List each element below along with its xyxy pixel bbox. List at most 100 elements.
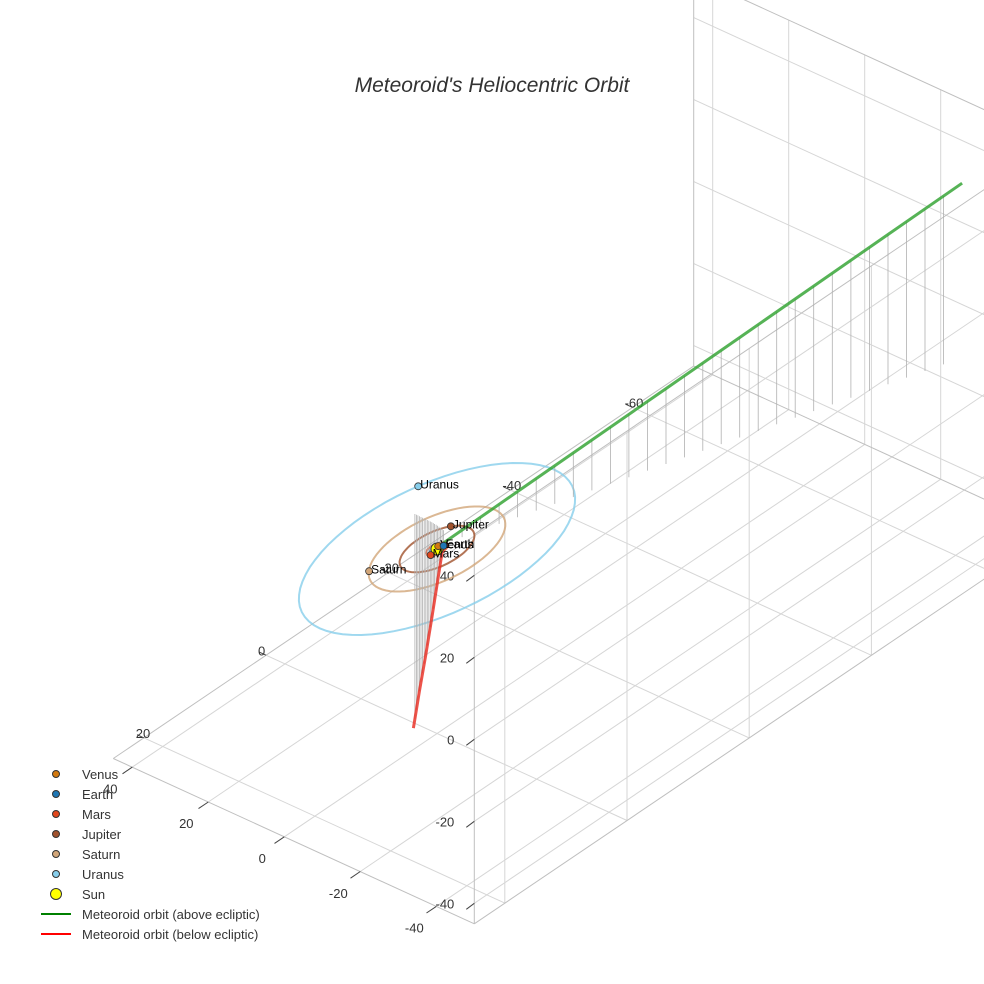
grid-box-edge xyxy=(474,189,984,535)
x-axis-tick-label: 40 xyxy=(103,781,117,796)
legend-dot-icon xyxy=(52,810,60,818)
grid-line-floor-x xyxy=(436,535,984,907)
planet-label-venus: Venus xyxy=(440,537,473,551)
legend-line-swatch xyxy=(38,924,74,944)
y-axis-tick-mark xyxy=(625,403,633,408)
legend-item[interactable]: Sun xyxy=(38,884,260,904)
legend-label: Meteoroid orbit (above ecliptic) xyxy=(82,906,260,922)
y-axis-tick-label: -60 xyxy=(625,396,644,411)
planet-label-saturn: Saturn xyxy=(371,562,406,576)
grid-line-floor-x xyxy=(208,409,789,803)
legend-label: Venus xyxy=(82,766,119,782)
z-axis-tick-mark xyxy=(465,574,475,582)
legend-label: Uranus xyxy=(82,866,124,882)
legend-label: Meteoroid orbit (below ecliptic) xyxy=(82,926,259,942)
legend-dot-icon xyxy=(50,888,62,900)
x-axis-tick-mark xyxy=(122,766,133,775)
grid-box-edge xyxy=(113,758,475,925)
grid-line-floor-y xyxy=(265,654,628,821)
legend-dot-icon xyxy=(52,850,60,858)
z-axis-tick-label: -40 xyxy=(436,897,455,912)
y-axis-tick-mark xyxy=(258,651,267,656)
legend-dot-swatch xyxy=(38,804,74,824)
grid-line-floor-y xyxy=(387,572,750,739)
meteoroid-droplines-group xyxy=(414,196,944,719)
grid-line-floor-y xyxy=(632,406,984,569)
legend-item[interactable]: Saturn xyxy=(38,844,260,864)
grid-box-edge xyxy=(693,365,984,500)
legend-dot-swatch xyxy=(38,864,74,884)
legend-item[interactable]: Mars xyxy=(38,804,260,824)
axis-group: -40 -20 0 20 40 -60 -40 -20 0 20 -40 -20 0 20 40 xyxy=(103,396,643,936)
z-axis-tick-label: -20 xyxy=(436,815,455,830)
legend-item[interactable]: Meteoroid orbit (above ecliptic) xyxy=(38,904,260,924)
grid-line-wall-z xyxy=(693,17,984,152)
x-axis-tick-mark xyxy=(426,905,437,914)
grid-line-wall-z xyxy=(474,230,984,576)
grid-line-wall-z xyxy=(474,394,984,740)
legend-dot-icon xyxy=(52,790,60,798)
legend-line-icon xyxy=(41,913,71,915)
x-axis-tick-label: 0 xyxy=(259,851,266,866)
meteoroid-traces-group xyxy=(411,181,963,729)
planet-label-jupiter: Jupiter xyxy=(453,517,489,531)
legend-label: Sun xyxy=(82,886,106,902)
meteoroid-orbit-above-line xyxy=(442,181,963,545)
z-axis-tick-label: 0 xyxy=(447,733,454,748)
z-axis-tick-label: 20 xyxy=(440,651,454,666)
x-axis-tick-mark xyxy=(198,801,209,810)
y-axis-tick-label: 20 xyxy=(136,726,150,741)
y-axis-tick-mark xyxy=(381,569,389,574)
grid-line-wall-z xyxy=(474,558,984,904)
planet-marker-uranus xyxy=(414,482,423,491)
grid-line-wall-z xyxy=(693,263,984,398)
grid-line-wall-z xyxy=(474,312,984,658)
legend-line-icon xyxy=(41,933,71,935)
planet-marker-saturn xyxy=(365,567,374,576)
legend-label: Earth xyxy=(82,786,114,802)
z-axis-tick-mark xyxy=(465,902,475,910)
planet-label-earth: Earth xyxy=(446,537,475,551)
legend-dot-icon xyxy=(52,770,60,778)
grid-line-wall-z xyxy=(474,476,984,822)
y-axis-tick-label: -20 xyxy=(380,561,399,576)
legend-label: Saturn xyxy=(82,846,121,862)
x-axis-tick-mark xyxy=(274,836,285,844)
legend-item[interactable]: Uranus xyxy=(38,864,260,884)
legend-dot-swatch xyxy=(38,824,74,844)
legend-item[interactable]: Venus xyxy=(38,764,260,784)
grid-line-floor-x xyxy=(284,443,865,838)
legend-dot-swatch xyxy=(38,844,74,864)
z-axis-tick-label: 40 xyxy=(440,569,454,584)
x-axis-tick-label: -40 xyxy=(405,921,424,936)
legend-dot-swatch xyxy=(38,764,74,784)
legend-dot-swatch xyxy=(38,784,74,804)
planet-marker-earth xyxy=(439,541,448,550)
y-axis-tick-mark xyxy=(503,486,511,491)
legend-dot-icon xyxy=(52,830,60,838)
legend-item[interactable]: Meteoroid orbit (below ecliptic) xyxy=(38,924,260,944)
meteoroid-orbit-below-line xyxy=(411,542,446,729)
planet-label-mars: Mars xyxy=(433,546,460,560)
z-axis-tick-mark xyxy=(465,820,475,828)
grid-box-edge xyxy=(743,0,984,111)
grid-line-wall-z xyxy=(693,345,984,480)
z-axis-tick-mark xyxy=(465,656,475,664)
legend-item[interactable]: Jupiter xyxy=(38,824,260,844)
legend-label: Mars xyxy=(82,806,111,822)
planet-marker-jupiter xyxy=(446,522,455,531)
legend-label: Jupiter xyxy=(82,826,122,842)
grid-line-wall-z xyxy=(693,99,984,234)
grid-box-edge xyxy=(113,365,694,759)
orbit-uranus xyxy=(297,461,577,637)
legend-item[interactable]: Earth xyxy=(38,784,260,804)
y-axis-tick-label: -40 xyxy=(502,478,521,493)
x-axis-tick-mark xyxy=(350,871,361,879)
grid-box-edge xyxy=(474,578,984,925)
grid-line-floor-y xyxy=(143,737,506,904)
z-axis-tick-mark xyxy=(465,738,475,746)
legend-line-swatch xyxy=(38,904,74,924)
legend-dot-swatch xyxy=(38,884,74,904)
